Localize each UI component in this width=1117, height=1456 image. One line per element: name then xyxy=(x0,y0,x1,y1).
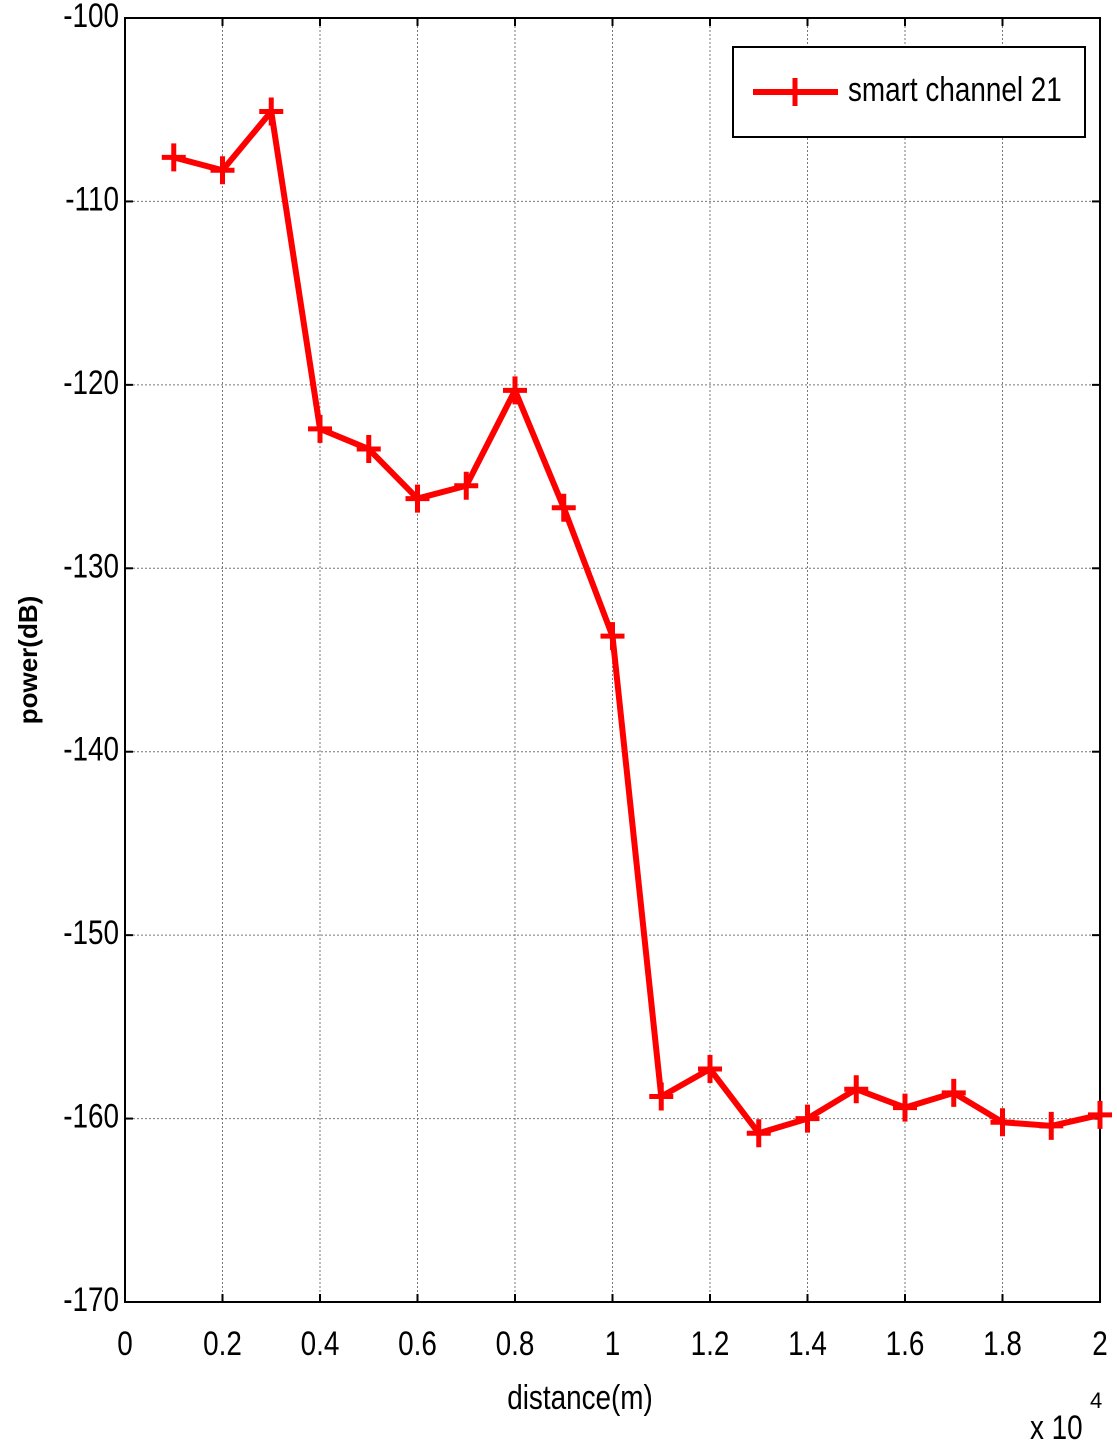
x-tick-label: 1.8 xyxy=(983,1324,1022,1362)
x-multiplier-exponent: 4 xyxy=(1090,1388,1102,1413)
marker xyxy=(1088,1100,1112,1129)
series-line xyxy=(172,108,1101,1137)
x-tick-label: 2 xyxy=(1092,1324,1108,1362)
y-tick-label: -150 xyxy=(63,914,119,952)
marker xyxy=(259,97,284,126)
marker xyxy=(356,435,381,464)
marker xyxy=(990,1108,1015,1137)
marker xyxy=(161,143,186,172)
x-tick-label: 1.2 xyxy=(691,1324,730,1362)
y-tick-label: -120 xyxy=(63,363,119,401)
x-tick-label: 0.6 xyxy=(398,1324,437,1362)
marker xyxy=(698,1055,722,1084)
plot-frame xyxy=(124,17,1101,1303)
marker xyxy=(600,622,625,651)
y-axis-label: power(dB) xyxy=(13,596,43,725)
x-tick-label: 0 xyxy=(117,1324,133,1362)
x-tick-label: 0.4 xyxy=(301,1324,340,1362)
marker xyxy=(210,156,235,185)
y-tick-label: -160 xyxy=(63,1097,119,1135)
marker xyxy=(844,1075,869,1104)
marker xyxy=(893,1093,917,1122)
marker xyxy=(308,414,332,443)
x-tick-label: 0.2 xyxy=(203,1324,242,1362)
y-tick-label: -110 xyxy=(65,180,119,218)
marker xyxy=(503,376,527,405)
x-tick-label: 1.6 xyxy=(886,1324,925,1362)
marker xyxy=(405,484,430,513)
y-tick-label: -100 xyxy=(63,0,119,35)
x-axis-label: distance(m) xyxy=(507,1378,653,1416)
x-tick-label: 1 xyxy=(605,1324,621,1362)
marker xyxy=(941,1078,966,1107)
marker xyxy=(649,1082,674,1111)
marker xyxy=(454,471,479,500)
y-tick-label: -170 xyxy=(63,1280,119,1318)
x-multiplier: x 10 xyxy=(1030,1408,1083,1446)
legend-label: smart channel 21 xyxy=(848,70,1062,108)
marker xyxy=(1039,1111,1064,1140)
marker xyxy=(551,493,576,522)
legend-marker xyxy=(783,78,807,106)
x-tick-label: 1.4 xyxy=(788,1324,827,1362)
y-tick-label: -130 xyxy=(63,547,119,585)
x-tick-label: 0.8 xyxy=(496,1324,535,1362)
y-tick-label: -140 xyxy=(63,730,119,768)
marker xyxy=(795,1104,820,1133)
marker xyxy=(746,1119,771,1148)
